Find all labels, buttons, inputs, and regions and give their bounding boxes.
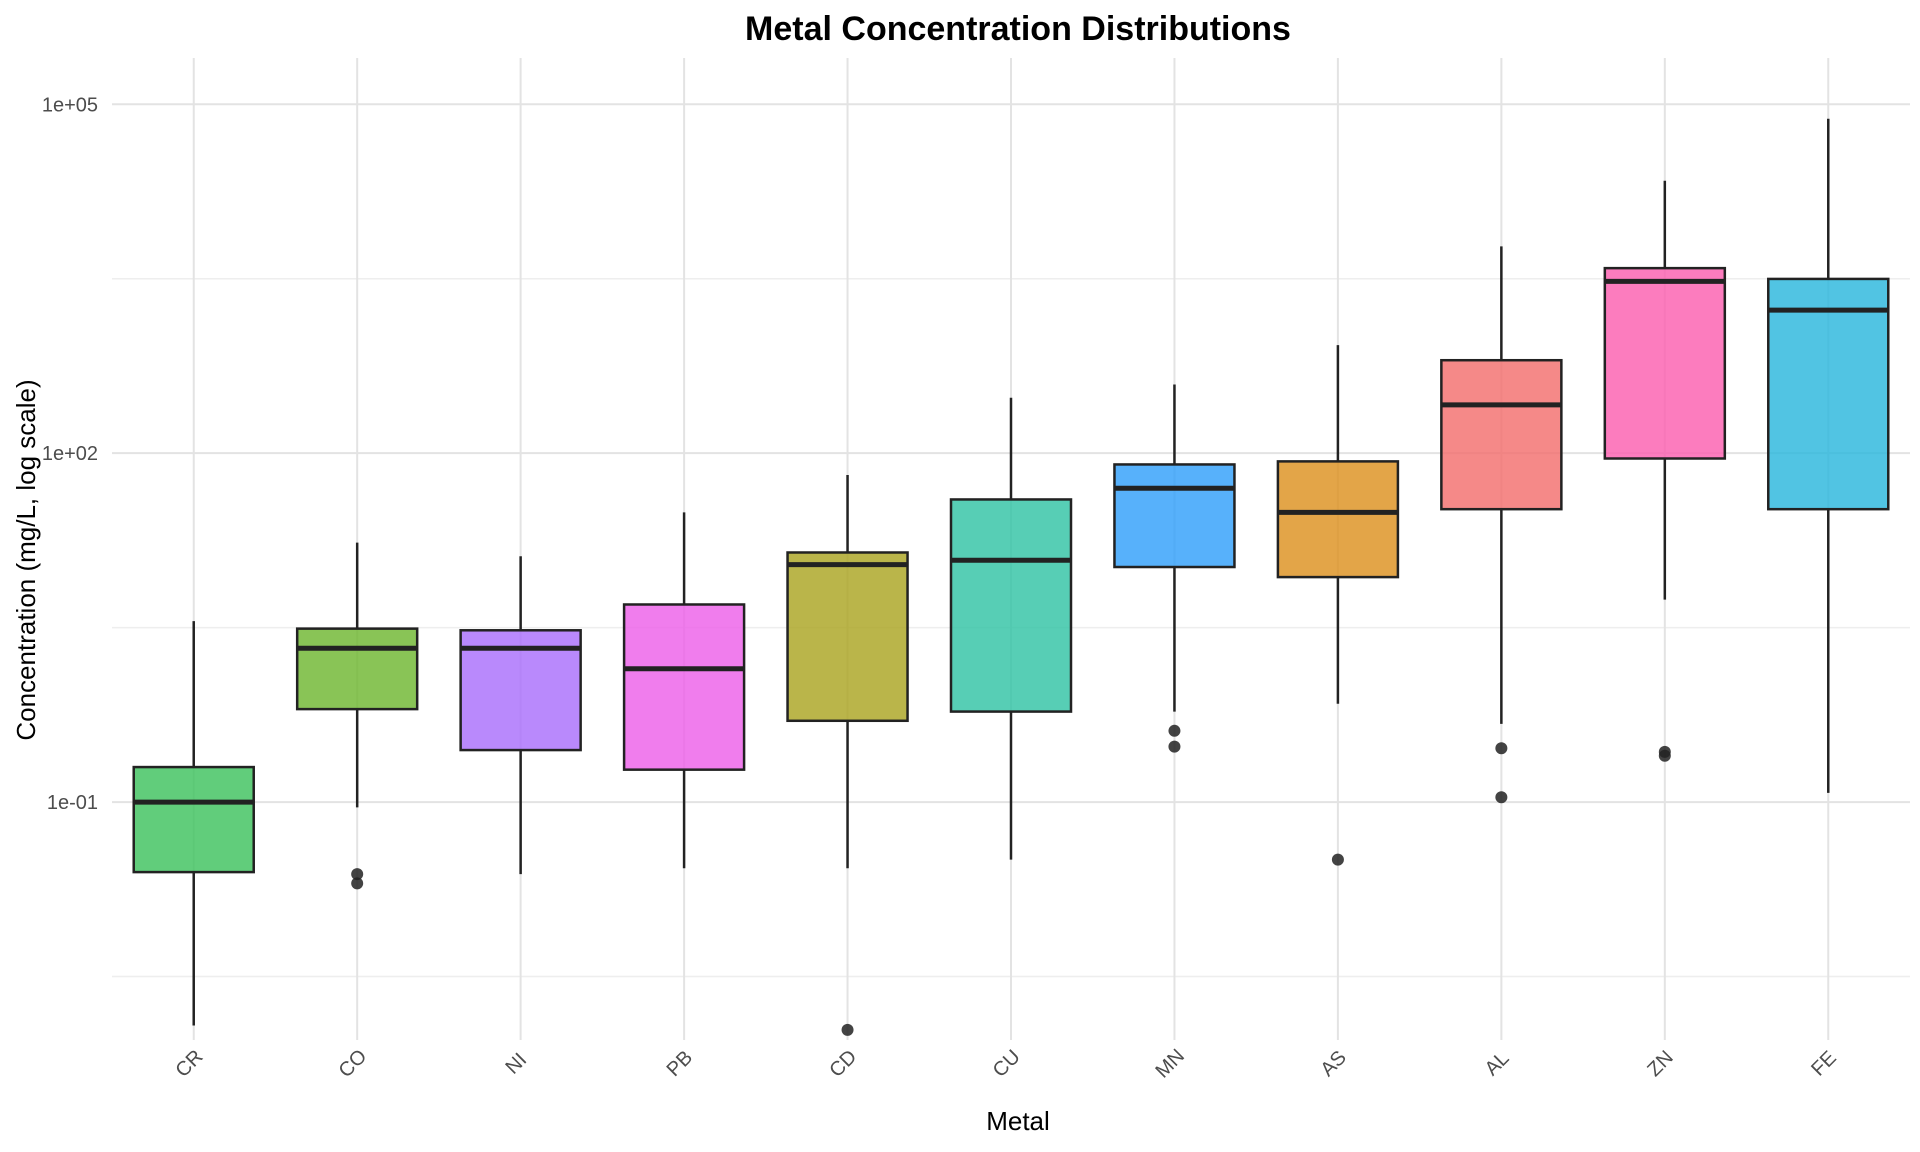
box-iqr	[622, 603, 746, 771]
box-iqr	[1603, 266, 1727, 460]
box-cu	[949, 397, 1073, 860]
box-iqr	[1113, 463, 1236, 569]
chart-title: Metal Concentration Distributions	[745, 10, 1291, 48]
box-iqr	[1440, 358, 1563, 511]
x-tick-label: NI	[502, 1049, 532, 1079]
box-fe	[1767, 118, 1890, 793]
x-axis-title: Metal	[986, 1106, 1050, 1136]
x-tick-label: PB	[663, 1047, 697, 1081]
boxes	[132, 118, 1890, 1036]
box-iqr	[1276, 460, 1400, 579]
box-co	[295, 542, 419, 890]
outlier-point	[1495, 742, 1508, 755]
outlier-point	[351, 877, 364, 890]
box-as	[1276, 345, 1400, 866]
x-tick-label: AS	[1316, 1047, 1350, 1081]
y-axis-title: Concentration (mg/L, log scale)	[11, 379, 41, 740]
x-tick-label: AL	[1481, 1047, 1514, 1080]
box-al	[1440, 246, 1563, 804]
box-iqr	[786, 551, 909, 723]
box-iqr	[949, 498, 1073, 713]
box-iqr	[1767, 277, 1890, 511]
x-axis-ticks: CR CO NI PB CD CU MN AS AL ZN FE	[171, 1045, 1840, 1083]
y-tick-label: 1e+02	[42, 443, 98, 465]
outlier-point	[351, 868, 364, 881]
y-tick-label: 1e+05	[42, 94, 98, 116]
box-iqr	[295, 627, 419, 711]
outlier-point	[1658, 749, 1671, 762]
y-tick-label: 1e-01	[47, 792, 98, 814]
outlier-point	[1168, 724, 1181, 737]
box-mn	[1113, 384, 1236, 753]
box-pb	[622, 512, 746, 869]
box-zn	[1603, 180, 1727, 762]
outlier-point	[1331, 853, 1344, 866]
x-tick-label: FE	[1807, 1047, 1841, 1081]
y-axis-ticks: 1e-01 1e+02 1e+05	[42, 94, 98, 814]
box-ni	[459, 556, 582, 875]
x-tick-label: ZN	[1643, 1047, 1677, 1081]
box-iqr	[132, 765, 255, 874]
x-tick-label: CD	[825, 1046, 861, 1082]
x-tick-label: CU	[989, 1046, 1025, 1082]
box-cr	[132, 621, 255, 1026]
outlier-point	[1168, 740, 1181, 753]
box-cd	[786, 474, 909, 1036]
x-tick-label: CR	[171, 1046, 207, 1082]
outlier-point	[1495, 791, 1508, 804]
outlier-point	[841, 1023, 854, 1036]
x-tick-label: MN	[1151, 1045, 1189, 1083]
x-tick-label: CO	[335, 1045, 372, 1082]
